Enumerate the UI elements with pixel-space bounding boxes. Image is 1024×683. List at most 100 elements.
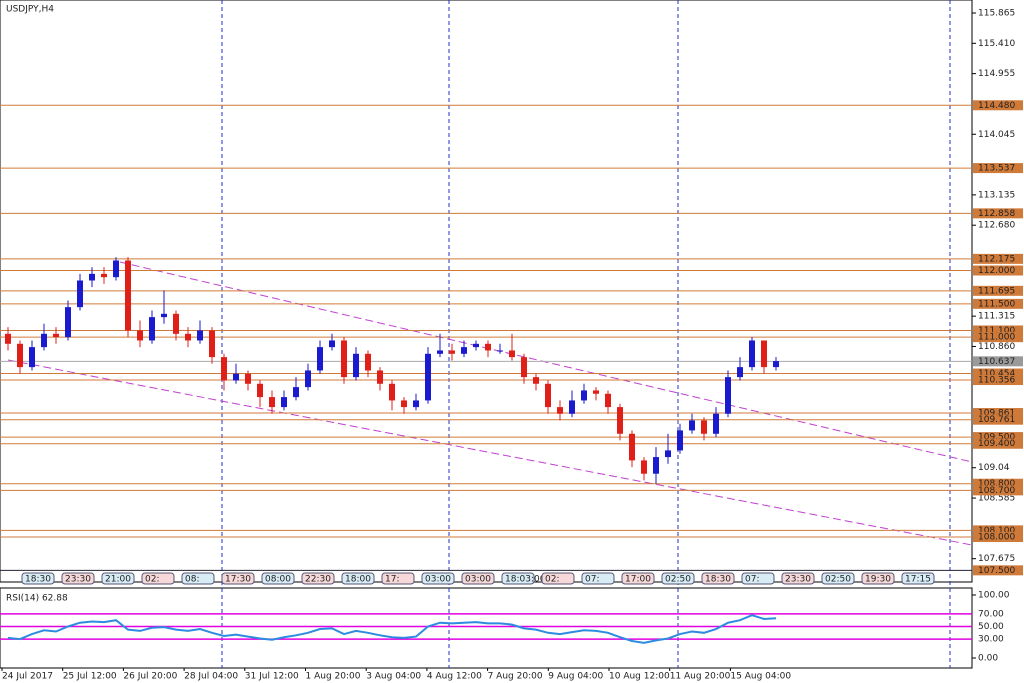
level-label: 107.500	[978, 566, 1015, 576]
period-separators	[221, 0, 951, 668]
candle-body	[413, 400, 419, 408]
candle-body	[509, 350, 515, 358]
level-label: 112.175	[978, 254, 1015, 264]
candle-body	[329, 340, 335, 348]
time-box-label: 18:30	[705, 575, 731, 585]
level-label-bg	[973, 285, 1023, 296]
time-box	[781, 572, 815, 585]
candle-body	[449, 350, 455, 354]
candle-body	[149, 317, 155, 341]
candle-body	[257, 383, 263, 398]
time-box-label: 08:00	[265, 575, 291, 585]
time-box	[101, 572, 135, 585]
x-tick-label: 4 Aug 12:00	[427, 672, 482, 682]
level-label: 109.500	[978, 433, 1015, 443]
candle-body	[545, 383, 551, 408]
candle-body	[281, 397, 287, 408]
candle-body	[365, 353, 371, 371]
time-box-label: 22:30	[305, 575, 331, 585]
candle-body	[569, 400, 575, 414]
candle-body	[581, 390, 587, 401]
x-tick-label: 3 Aug 04:00	[366, 672, 421, 682]
time-box-label: 02:50	[665, 575, 691, 585]
time-box-label: 02:	[545, 575, 559, 585]
rsi-tick-label: 70.00	[978, 609, 1004, 619]
candle-body	[593, 390, 599, 394]
candle-body	[437, 350, 443, 354]
level-label-bg	[973, 298, 1023, 309]
time-box-label: 23:30	[785, 575, 811, 585]
candle-body	[293, 387, 299, 398]
y-tick-label: 113.135	[978, 190, 1015, 200]
time-box	[381, 572, 415, 585]
time-box	[701, 572, 735, 585]
candle-body	[269, 397, 275, 408]
y-tick-label: 110.860	[978, 342, 1015, 352]
y-tick-label: 114.955	[978, 69, 1015, 79]
time-box	[181, 572, 215, 585]
candle-body	[209, 330, 215, 358]
candle-body	[125, 260, 131, 331]
level-label: 111.000	[978, 333, 1015, 343]
candle-body	[773, 361, 779, 368]
candle-body	[749, 340, 755, 368]
time-box	[821, 572, 855, 585]
candle-body	[629, 433, 635, 461]
level-label: 112.858	[978, 209, 1015, 219]
time-box-label: 02:50	[825, 575, 851, 585]
x-tick-label: 15 Aug 04:00	[730, 672, 791, 682]
time-box-label: 17:15	[905, 575, 931, 585]
candle-body	[17, 343, 23, 368]
time-box-label: 03:00	[465, 575, 491, 585]
rsi-line	[7, 614, 777, 644]
level-label: 114.480	[978, 101, 1015, 111]
level-label-bg	[973, 325, 1023, 336]
candle-body	[77, 280, 83, 308]
level-label-bg	[973, 438, 1023, 449]
time-box-label: 19:30	[865, 575, 891, 585]
time-box-label: 23:30	[65, 575, 91, 585]
level-label: 111.500	[978, 299, 1015, 309]
time-box-label: 17:00	[625, 575, 651, 585]
candle-body	[533, 377, 539, 384]
time-box-label: 08:	[185, 575, 199, 585]
rsi-title: RSI(14) 62.88	[6, 594, 68, 604]
candle-body	[245, 373, 251, 384]
level-label-bg	[973, 408, 1023, 419]
level-label: 111.695	[978, 286, 1015, 296]
level-label: 110.637	[978, 357, 1015, 367]
rsi-tick-label: 30.00	[978, 635, 1004, 645]
candle-body	[641, 460, 647, 474]
level-label-bg	[973, 478, 1023, 489]
time-box-label: 02:	[145, 575, 159, 585]
y-tick-label: 108.585	[978, 494, 1015, 504]
candle-body	[653, 457, 659, 474]
candle-body	[173, 313, 179, 334]
candle-body	[737, 367, 743, 378]
time-box	[61, 572, 95, 585]
time-box-label: 18:30	[25, 575, 51, 585]
level-label: 108.000	[978, 533, 1015, 543]
candle-body	[761, 340, 767, 368]
time-box-label: 03:00	[425, 575, 451, 585]
level-label-bg	[973, 525, 1023, 536]
time-box-label: 21:00	[105, 575, 131, 585]
time-box	[21, 572, 55, 585]
x-tick-label: 10 Aug 12:00	[609, 672, 670, 682]
time-box-label: 18:03:00	[505, 575, 546, 585]
candle-body	[317, 347, 323, 371]
candle-body	[473, 343, 479, 348]
candle-body	[425, 353, 431, 401]
candle-body	[101, 273, 107, 278]
candle-body	[221, 357, 227, 381]
candle-body	[665, 450, 671, 458]
trend-channel	[7, 261, 973, 546]
y-tick-label: 112.680	[978, 221, 1015, 231]
candle-body	[137, 330, 143, 341]
x-tick-label: 26 Jul 20:00	[123, 672, 177, 682]
level-label: 109.861	[978, 409, 1015, 419]
level-label-bg	[973, 432, 1023, 443]
candle-body	[233, 373, 239, 381]
candle-body	[677, 430, 683, 451]
rsi-panel	[0, 587, 973, 669]
